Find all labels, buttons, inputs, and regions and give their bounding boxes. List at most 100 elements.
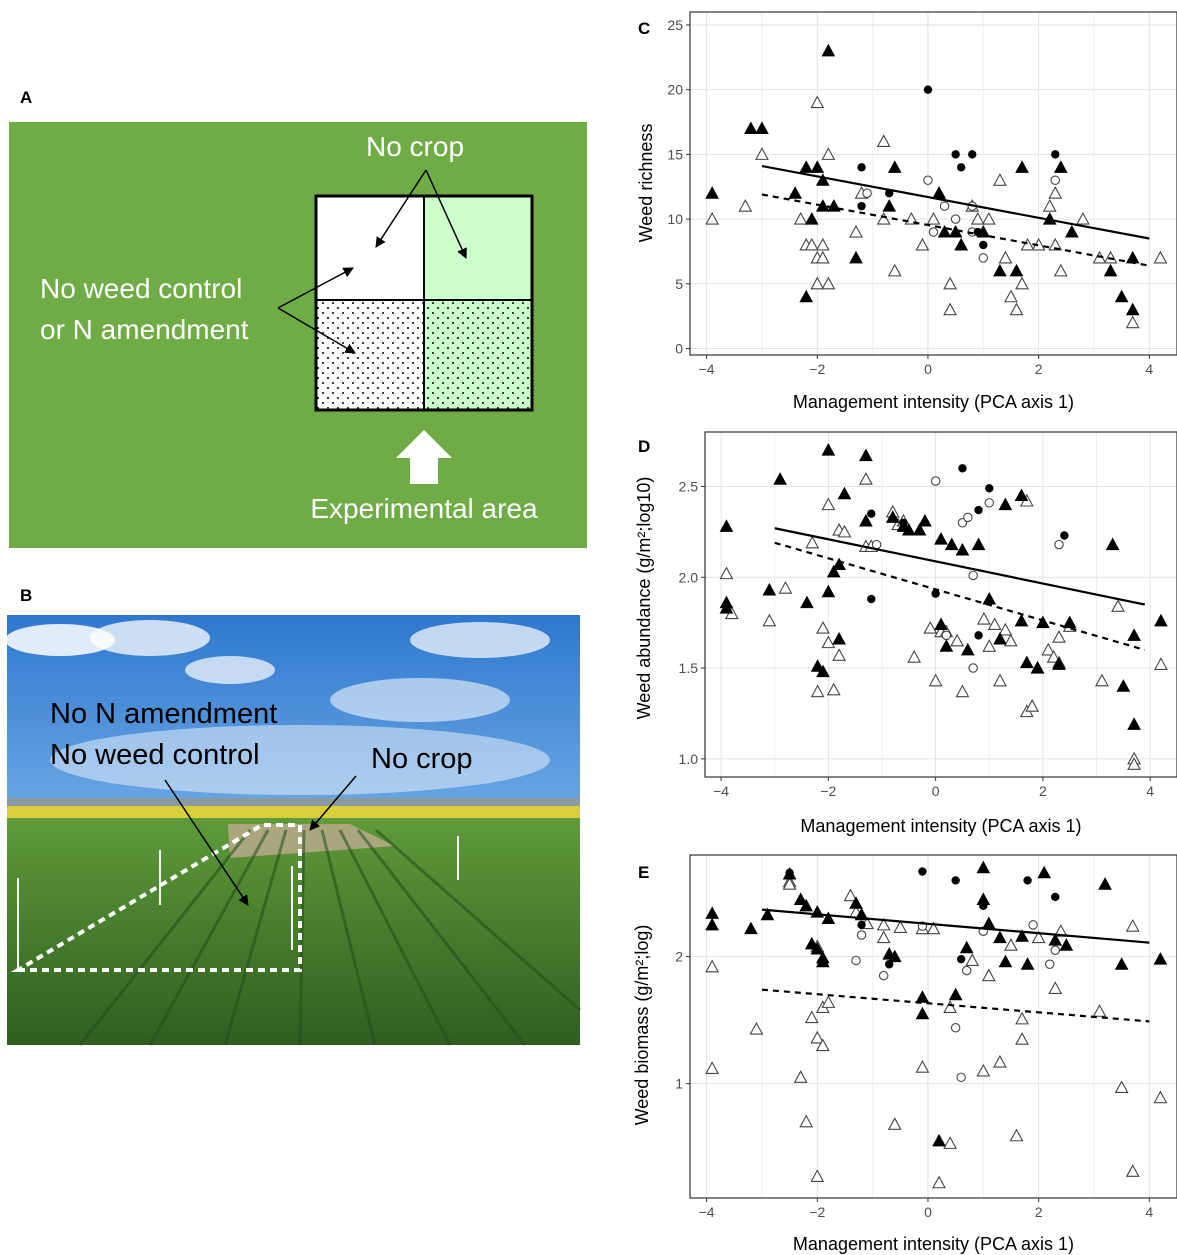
point-open-triangle [849,224,863,238]
point-filled-triangle [1019,655,1034,669]
point-filled-triangle [1030,661,1045,674]
point-filled-triangle [1059,938,1074,951]
arrow-no-crop-right [425,169,467,259]
point-filled-triangle [1114,957,1129,970]
point-filled-circle [867,509,876,518]
point-filled-triangle [804,212,819,225]
panel-letter-b: B [20,586,32,605]
point-open-triangle [970,211,985,225]
point-filled-triangle [1153,952,1168,965]
up-arrow-icon [396,430,452,484]
point-filled-triangle [744,921,758,935]
y-tick-label: 10 [667,211,683,227]
point-filled-triangle [887,160,902,173]
point-filled-triangle [981,916,996,930]
point-filled-circle [867,594,876,604]
label-no-weed-control-line1: No weed control [40,273,242,304]
field-photo [5,615,581,1046]
chart-d: D −4 −2 0 2 4 1.0 1.5 2.0 2.5 Management intensit… [634,431,1177,836]
point-filled-triangle [971,537,986,551]
point-open-triangle [1111,599,1125,612]
arrow-no-weed-upper [277,267,354,309]
point-open-triangle [932,1175,946,1189]
point-open-triangle [1153,1090,1168,1104]
point-filled-circle [951,150,960,159]
point-filled-triangle [1127,717,1141,730]
point-filled-circle [958,464,967,473]
y-tick-label: 1.0 [679,751,699,767]
point-open-triangle [815,237,830,251]
point-filled-triangle [755,121,769,134]
point-filled-circle [857,201,866,211]
point-open-triangle [1125,1164,1140,1177]
arrow-to-plot [164,779,249,906]
point-filled-triangle [948,987,963,1001]
point-filled-triangle [810,160,825,173]
point-filled-triangle [821,911,836,925]
point-open-triangle [749,1021,764,1035]
point-open-triangle [923,620,938,634]
point-filled-circle [918,867,927,876]
point-open-circle [941,630,952,641]
point-open-circle [984,498,995,508]
point-open-circle [878,970,889,981]
point-open-triangle [998,622,1013,636]
point-filled-triangle [1065,224,1079,238]
point-open-circle [961,965,972,976]
point-filled-circle [979,240,988,250]
point-open-triangle [1053,924,1068,937]
point-open-triangle [876,930,891,944]
trend-line-solid [761,908,1150,944]
point-filled-circle [857,163,866,172]
point-open-circle [968,570,978,581]
point-open-triangle [1125,315,1140,329]
point-open-circle [928,227,939,237]
point-filled-triangle [1127,628,1141,641]
point-filled-triangle [810,659,825,672]
point-filled-triangle [826,564,841,578]
y-tick-label: 2.0 [679,569,699,585]
point-filled-triangle [1154,613,1168,627]
point-filled-triangle [959,940,974,954]
point-open-triangle [755,147,769,160]
point-open-triangle [876,134,891,147]
point-open-triangle [1009,302,1024,316]
point-open-triangle [778,581,793,594]
point-open-triangle [1015,1032,1029,1045]
point-open-triangle [1003,633,1018,647]
point-filled-circle [1023,876,1032,885]
point-filled-triangle [998,954,1013,968]
point-open-triangle [992,1054,1007,1068]
point-filled-triangle [960,642,975,656]
point-filled-triangle [719,519,734,532]
point-open-triangle [832,648,847,661]
y-axis-label: Weed biomass (g/m²;log) [632,925,652,1126]
x-tick-label: 4 [1145,1204,1153,1220]
panel-letter-e: E [638,863,649,882]
point-open-triangle [821,995,836,1008]
plot-frame [689,11,1177,356]
point-filled-triangle [815,173,830,186]
point-open-triangle [1153,250,1168,264]
point-open-triangle [1004,938,1018,951]
point-open-circle [968,663,978,673]
point-filled-triangle [821,584,836,598]
point-filled-circle [974,631,983,640]
point-filled-triangle [705,917,719,931]
point-filled-triangle [1036,615,1050,629]
trend-line-dashed [774,541,1146,651]
point-filled-triangle [705,186,719,199]
point-filled-triangle [1114,289,1129,303]
x-axis-label: Management intensity (PCA axis 1) [793,1234,1074,1254]
chart-c: C −4 −2 0 2 4 0 5 10 15 20 25 Management intensity … [636,11,1177,412]
point-filled-triangle [1105,537,1120,551]
trend-line-solid [761,164,1150,240]
point-open-triangle [887,263,902,277]
point-open-triangle [1015,276,1029,290]
point-filled-triangle [912,523,927,536]
point-filled-triangle [1053,160,1068,173]
y-axis-label: Weed abundance (g/m²;log10) [634,477,654,720]
point-open-circle [939,201,950,211]
point-filled-triangle [773,472,787,485]
